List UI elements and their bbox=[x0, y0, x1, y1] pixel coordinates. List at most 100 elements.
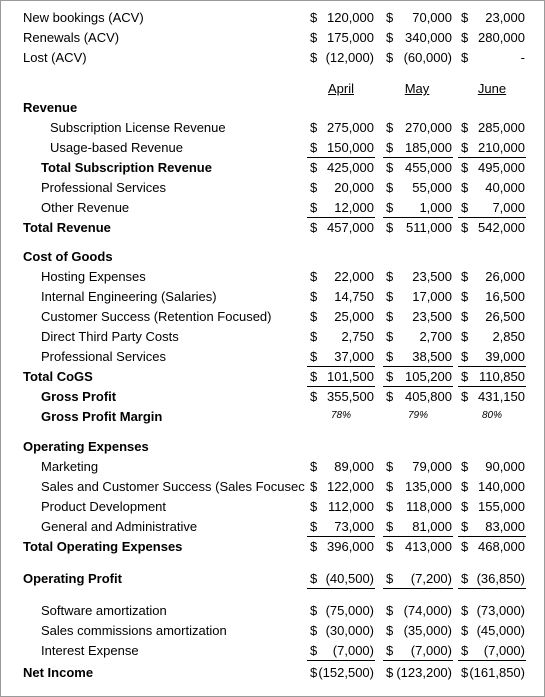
value-cell-may[interactable]: $55,000 bbox=[383, 178, 453, 198]
month-header-may[interactable]: May bbox=[404, 81, 430, 96]
value-cell-may[interactable]: $1,000 bbox=[383, 198, 453, 218]
value-cell-april[interactable]: $14,750 bbox=[307, 287, 375, 307]
value-cell-june[interactable]: $ (7,000) bbox=[458, 641, 526, 661]
row-label[interactable]: Professional Services bbox=[41, 349, 166, 364]
value-cell-may[interactable]: $413,000 bbox=[383, 537, 453, 557]
value-cell-june[interactable]: $23,000 bbox=[458, 8, 526, 28]
row-label[interactable]: Sales and Customer Success (Sales Focuse… bbox=[41, 479, 305, 494]
value-cell-may[interactable]: $38,500 bbox=[383, 347, 453, 367]
value-cell-april[interactable]: $25,000 bbox=[307, 307, 375, 327]
value-cell-june[interactable] bbox=[458, 247, 526, 267]
row-label[interactable]: Revenue bbox=[23, 100, 78, 115]
row-label[interactable]: Total Revenue bbox=[23, 220, 111, 235]
value-cell-may[interactable]: $79,000 bbox=[383, 457, 453, 477]
value-cell-may[interactable]: $23,500 bbox=[383, 307, 453, 327]
value-cell-april[interactable]: $73,000 bbox=[307, 517, 375, 537]
row-label[interactable]: Gross Profit bbox=[41, 389, 117, 404]
value-cell-june[interactable]: $542,000 bbox=[458, 218, 526, 238]
value-cell-may[interactable]: $ (74,000) bbox=[383, 601, 453, 621]
value-cell-may[interactable] bbox=[383, 98, 453, 118]
value-cell-may[interactable]: $2,700 bbox=[383, 327, 453, 347]
value-cell-may[interactable]: $70,000 bbox=[383, 8, 453, 28]
row-label[interactable]: Internal Engineering (Salaries) bbox=[41, 289, 217, 304]
value-cell-may[interactable]: $455,000 bbox=[383, 158, 453, 178]
value-cell-may[interactable]: $17,000 bbox=[383, 287, 453, 307]
value-cell-june[interactable]: $7,000 bbox=[458, 198, 526, 218]
value-cell-june[interactable]: $210,000 bbox=[458, 138, 526, 158]
value-cell-june[interactable]: $90,000 bbox=[458, 457, 526, 477]
value-cell-april[interactable]: $22,000 bbox=[307, 267, 375, 287]
value-cell-april[interactable]: $122,000 bbox=[307, 477, 375, 497]
value-cell-may[interactable]: $405,800 bbox=[383, 387, 453, 407]
value-cell-april[interactable]: $ (152,500) bbox=[307, 663, 375, 683]
value-cell-may[interactable] bbox=[383, 247, 453, 267]
value-cell-may[interactable]: $ (35,000) bbox=[383, 621, 453, 641]
row-label[interactable]: Subscription License Revenue bbox=[50, 120, 226, 135]
value-cell-june[interactable]: $285,000 bbox=[458, 118, 526, 138]
value-cell-april[interactable]: $ (40,500) bbox=[307, 569, 375, 589]
value-cell-may[interactable]: $185,000 bbox=[383, 138, 453, 158]
value-cell-may[interactable]: $ (7,200) bbox=[383, 569, 453, 589]
row-label[interactable]: Usage-based Revenue bbox=[50, 140, 183, 155]
value-cell-may[interactable]: $511,000 bbox=[383, 218, 453, 238]
value-cell-may[interactable]: $81,000 bbox=[383, 517, 453, 537]
value-cell-april[interactable]: $425,000 bbox=[307, 158, 375, 178]
row-label[interactable]: Product Development bbox=[41, 499, 167, 514]
value-cell-may[interactable]: $135,000 bbox=[383, 477, 453, 497]
row-label[interactable]: Direct Third Party Costs bbox=[41, 329, 179, 344]
row-label[interactable]: Sales commissions amortization bbox=[41, 623, 227, 638]
value-cell-april[interactable]: $89,000 bbox=[307, 457, 375, 477]
value-cell-june[interactable]: $ (161,850) bbox=[458, 663, 526, 683]
value-cell-april[interactable]: $20,000 bbox=[307, 178, 375, 198]
value-cell-april[interactable]: $ (12,000) bbox=[307, 48, 375, 68]
value-cell-may[interactable]: $270,000 bbox=[383, 118, 453, 138]
value-cell-june[interactable]: $140,000 bbox=[458, 477, 526, 497]
row-label[interactable]: Net Income bbox=[23, 665, 94, 680]
value-cell-june[interactable]: $ (36,850) bbox=[458, 569, 526, 589]
row-label[interactable]: Lost (ACV) bbox=[23, 50, 87, 65]
value-cell-april[interactable] bbox=[307, 247, 375, 267]
row-label[interactable]: Operating Expenses bbox=[23, 439, 149, 454]
value-cell-june[interactable]: $ (73,000) bbox=[458, 601, 526, 621]
value-cell-june[interactable]: $280,000 bbox=[458, 28, 526, 48]
value-cell-april[interactable]: $37,000 bbox=[307, 347, 375, 367]
value-cell-may[interactable]: $118,000 bbox=[383, 497, 453, 517]
value-cell-may[interactable]: $ (60,000) bbox=[383, 48, 453, 68]
row-label[interactable]: General and Administrative bbox=[41, 519, 198, 534]
value-cell-june[interactable]: $431,150 bbox=[458, 387, 526, 407]
value-cell-may[interactable]: 79% bbox=[383, 407, 453, 427]
value-cell-april[interactable]: $ (75,000) bbox=[307, 601, 375, 621]
value-cell-april[interactable]: $ (30,000) bbox=[307, 621, 375, 641]
value-cell-may[interactable]: $ (123,200) bbox=[383, 663, 453, 683]
value-cell-april[interactable]: $150,000 bbox=[307, 138, 375, 158]
row-label[interactable]: New bookings (ACV) bbox=[23, 10, 144, 25]
value-cell-june[interactable] bbox=[458, 437, 526, 457]
value-cell-april[interactable]: $396,000 bbox=[307, 537, 375, 557]
value-cell-april[interactable]: $112,000 bbox=[307, 497, 375, 517]
value-cell-june[interactable]: $2,850 bbox=[458, 327, 526, 347]
value-cell-june[interactable]: $83,000 bbox=[458, 517, 526, 537]
value-cell-may[interactable]: $340,000 bbox=[383, 28, 453, 48]
row-label[interactable]: Hosting Expenses bbox=[41, 269, 146, 284]
value-cell-june[interactable]: $495,000 bbox=[458, 158, 526, 178]
value-cell-may[interactable]: $105,200 bbox=[383, 367, 453, 387]
value-cell-april[interactable]: $12,000 bbox=[307, 198, 375, 218]
month-header-june[interactable]: June bbox=[477, 81, 507, 96]
value-cell-april[interactable]: $120,000 bbox=[307, 8, 375, 28]
row-label[interactable]: Total CoGS bbox=[23, 369, 93, 384]
value-cell-june[interactable]: $ (45,000) bbox=[458, 621, 526, 641]
row-label[interactable]: Gross Profit Margin bbox=[41, 409, 163, 424]
value-cell-june[interactable]: $26,000 bbox=[458, 267, 526, 287]
value-cell-may[interactable]: $23,500 bbox=[383, 267, 453, 287]
value-cell-june[interactable]: $16,500 bbox=[458, 287, 526, 307]
value-cell-april[interactable]: $2,750 bbox=[307, 327, 375, 347]
value-cell-june[interactable]: $ - bbox=[458, 48, 526, 68]
row-label[interactable]: Other Revenue bbox=[41, 200, 130, 215]
value-cell-june[interactable]: $40,000 bbox=[458, 178, 526, 198]
value-cell-may[interactable]: $ (7,000) bbox=[383, 641, 453, 661]
row-label[interactable]: Total Subscription Revenue bbox=[41, 160, 212, 175]
row-label[interactable]: Marketing bbox=[41, 459, 99, 474]
value-cell-june[interactable]: $155,000 bbox=[458, 497, 526, 517]
row-label[interactable]: Cost of Goods bbox=[23, 249, 113, 264]
value-cell-april[interactable]: 78% bbox=[307, 407, 375, 427]
